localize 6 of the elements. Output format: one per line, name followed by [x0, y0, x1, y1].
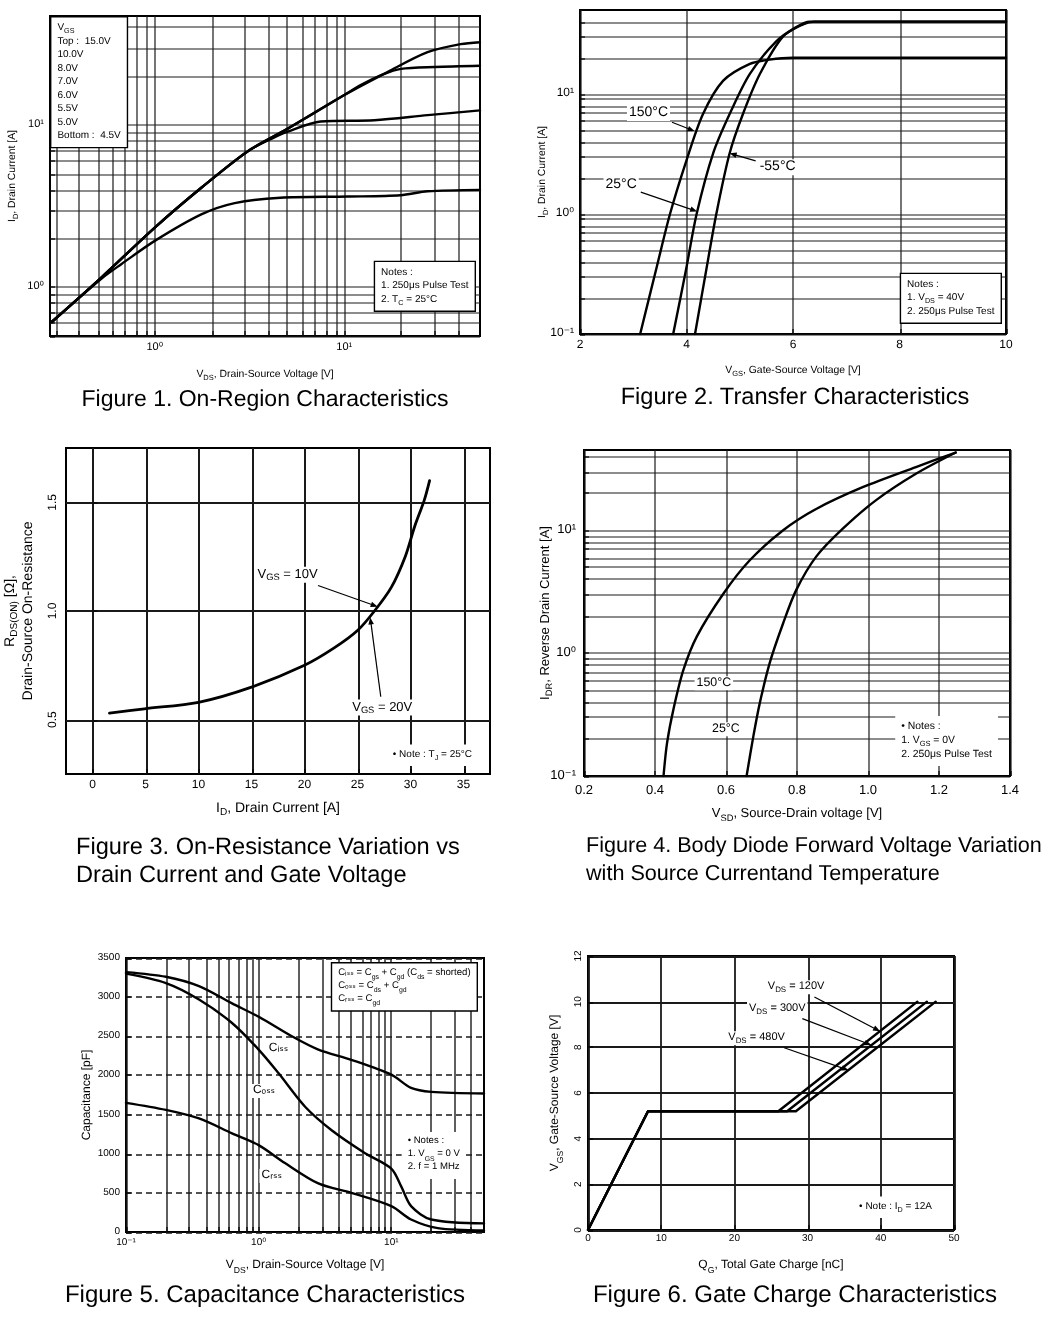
text: Figure 5. Capacitance Characteristics — [64, 1280, 466, 1308]
text: Figure 4. Body Diode Forward Voltage Variation with Source Currentand Temperature — [584, 834, 1042, 886]
text: Figure 3. On-Resistance Variation vs Drain Current and Gate Voltage — [76, 832, 460, 888]
text: Figure 6. Gate Charge Characteristics — [592, 1280, 998, 1308]
text: Figure 2. Transfer Characteristics — [620, 382, 970, 410]
text: Figure 1. On-Region Characteristics — [81, 388, 449, 412]
